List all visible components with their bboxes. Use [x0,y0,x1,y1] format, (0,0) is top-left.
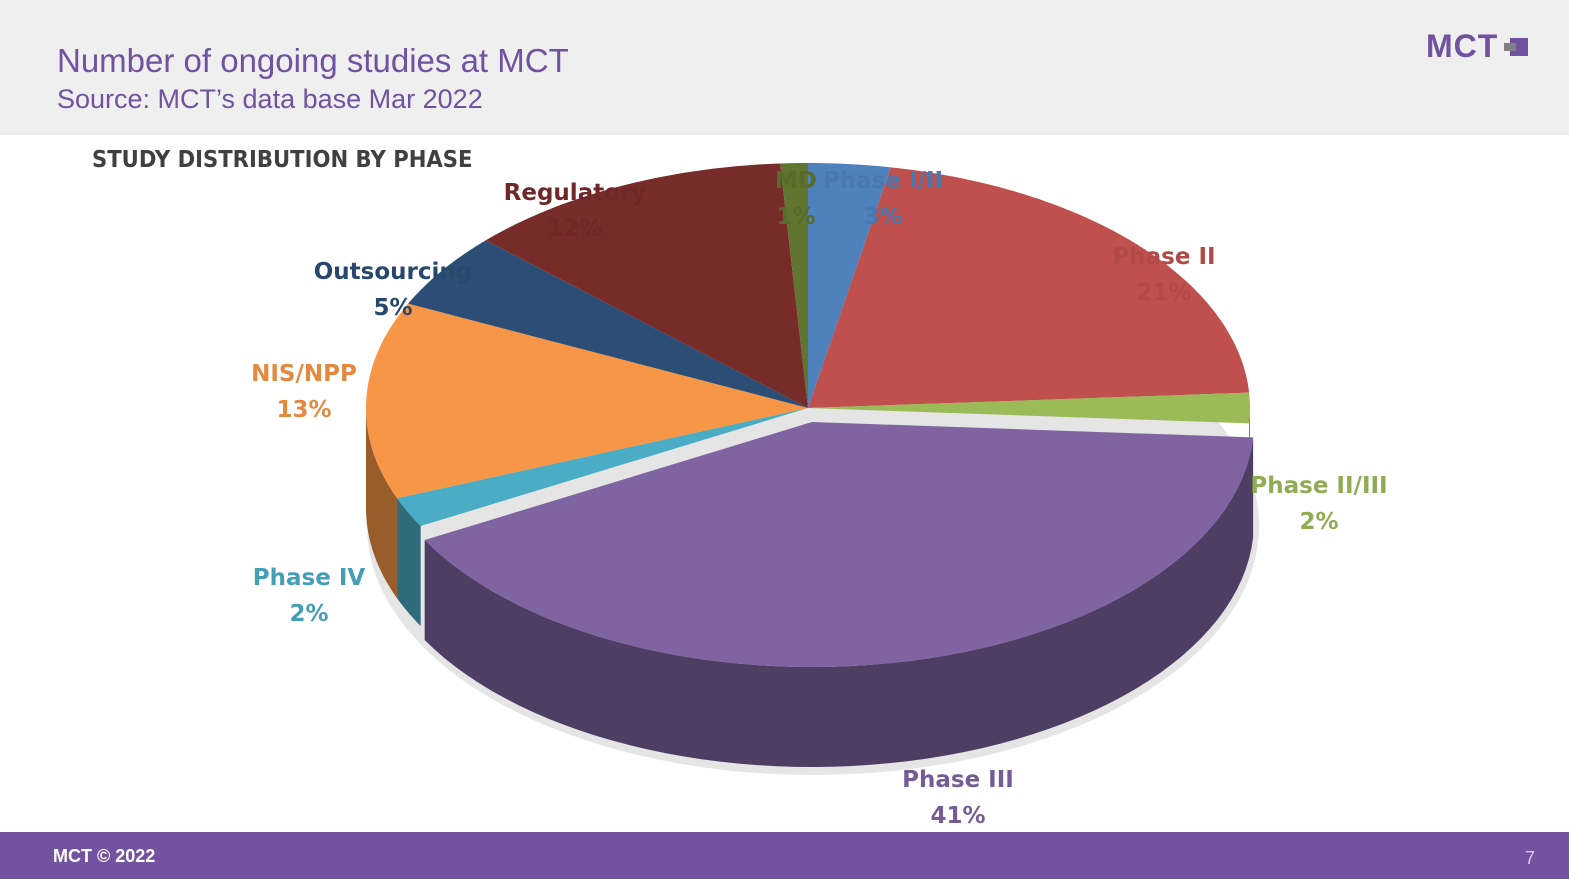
slice-name: MD [775,168,817,194]
slice-name: Phase II [1112,244,1216,270]
pie-slice-phase-ii [808,167,1250,408]
page-number: 7 [1524,848,1535,868]
pie-slice-phase-ii-iii [808,392,1250,424]
slice-percent: 3% [863,204,903,230]
slice-percent: 21% [1136,280,1192,306]
pie-slice-phase-i-ii [808,163,891,408]
data-label: MD 1% [775,163,817,235]
pie-side-phase-iv [397,498,421,627]
slice-name: NIS/NPP [251,361,357,387]
slice-percent: 12% [547,216,603,242]
data-label: Outsourcing 5% [314,254,472,326]
slide-header: Number of ongoing studies at MCT Source:… [0,0,1569,135]
slice-percent: 2% [1299,509,1339,535]
pie-slice-phase-iii [424,422,1254,667]
slice-name: Phase III [902,767,1014,793]
pie-side-nis-npp [366,408,398,599]
pie-slice-regulatory [485,163,808,408]
slice-name: Phase II/III [1250,473,1388,499]
pie-side-phase-iii [424,437,1254,767]
data-label: Phase III 41% [902,762,1014,834]
data-label: Phase II/III 2% [1250,468,1387,540]
data-label: NIS/NPP 13% [251,356,357,428]
slice-percent: 41% [930,803,986,829]
slice-name: Phase IV [252,565,366,591]
slide-footer: MCT © 2022 7 [0,832,1569,879]
pie-slice-phase-iv [397,408,808,527]
data-label: Phase IV 2% [253,560,365,632]
slice-name: Phase I/II [822,168,944,194]
slice-name: Outsourcing [313,259,473,285]
slide-title: Number of ongoing studies at MCT [57,42,569,79]
pie-slice-nis-npp [366,303,808,499]
pie-slice-md [780,163,808,408]
slice-name: Regulatory [503,180,647,206]
slice-percent: 5% [373,295,413,321]
mct-logo: MCT [1426,28,1529,65]
data-label: Phase II 21% [1112,239,1215,311]
data-label: Regulatory 12% [504,175,647,247]
chart-title: STUDY DISTRIBUTION BY PHASE [92,147,473,173]
slice-percent: 1% [776,204,816,230]
data-label: Phase I/II 3% [823,163,943,235]
slide-subtitle: Source: MCT’s data base Mar 2022 [57,84,483,114]
logo-mark-icon [1504,37,1529,56]
slice-percent: 13% [276,397,332,423]
logo-text: MCT [1426,28,1499,64]
pie-slice-outsourcing [408,240,808,408]
slice-percent: 2% [289,601,329,627]
footer-copyright: MCT © 2022 [53,846,156,866]
